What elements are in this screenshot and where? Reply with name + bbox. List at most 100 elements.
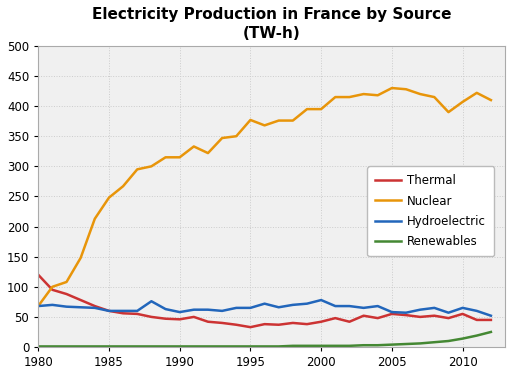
Thermal bbox=[219, 321, 225, 325]
Renewables bbox=[360, 343, 367, 347]
Hydroelectric bbox=[403, 311, 409, 315]
Renewables bbox=[177, 344, 183, 349]
Renewables bbox=[148, 344, 155, 349]
Thermal bbox=[417, 315, 423, 319]
Thermal bbox=[262, 322, 268, 326]
Hydroelectric bbox=[35, 304, 41, 308]
Hydroelectric bbox=[162, 307, 168, 311]
Line: Thermal: Thermal bbox=[38, 275, 491, 327]
Thermal bbox=[134, 312, 140, 316]
Nuclear bbox=[431, 95, 437, 99]
Hydroelectric bbox=[360, 306, 367, 310]
Renewables bbox=[205, 344, 211, 349]
Nuclear bbox=[318, 107, 324, 111]
Hydroelectric bbox=[120, 309, 126, 313]
Thermal bbox=[290, 321, 296, 325]
Nuclear bbox=[148, 164, 155, 168]
Renewables bbox=[318, 344, 324, 348]
Hydroelectric bbox=[49, 303, 55, 307]
Hydroelectric bbox=[219, 309, 225, 313]
Nuclear bbox=[35, 304, 41, 308]
Thermal bbox=[205, 320, 211, 324]
Renewables bbox=[417, 341, 423, 346]
Nuclear bbox=[191, 144, 197, 149]
Hydroelectric bbox=[177, 310, 183, 314]
Nuclear bbox=[360, 92, 367, 96]
Nuclear bbox=[417, 92, 423, 96]
Nuclear bbox=[134, 167, 140, 171]
Renewables bbox=[474, 334, 480, 338]
Renewables bbox=[460, 337, 466, 341]
Hydroelectric bbox=[389, 310, 395, 314]
Thermal bbox=[360, 314, 367, 318]
Thermal bbox=[332, 316, 338, 320]
Nuclear bbox=[474, 91, 480, 95]
Thermal bbox=[162, 317, 168, 321]
Title: Electricity Production in France by Source
(TW-h): Electricity Production in France by Sour… bbox=[92, 7, 452, 41]
Renewables bbox=[233, 344, 239, 349]
Legend: Thermal, Nuclear, Hydroelectric, Renewables: Thermal, Nuclear, Hydroelectric, Renewab… bbox=[367, 166, 495, 256]
Thermal bbox=[35, 273, 41, 277]
Hydroelectric bbox=[106, 309, 112, 313]
Nuclear bbox=[219, 136, 225, 140]
Thermal bbox=[233, 323, 239, 327]
Renewables bbox=[162, 344, 168, 349]
Hydroelectric bbox=[275, 305, 282, 309]
Line: Nuclear: Nuclear bbox=[38, 88, 491, 306]
Nuclear bbox=[247, 118, 253, 122]
Hydroelectric bbox=[148, 299, 155, 303]
Thermal bbox=[318, 320, 324, 324]
Thermal bbox=[247, 325, 253, 329]
Thermal bbox=[148, 315, 155, 319]
Hydroelectric bbox=[332, 304, 338, 308]
Nuclear bbox=[262, 123, 268, 127]
Nuclear bbox=[275, 118, 282, 123]
Renewables bbox=[431, 340, 437, 344]
Renewables bbox=[488, 330, 494, 334]
Renewables bbox=[191, 344, 197, 349]
Thermal bbox=[389, 312, 395, 316]
Nuclear bbox=[290, 118, 296, 123]
Hydroelectric bbox=[375, 304, 381, 308]
Renewables bbox=[304, 344, 310, 348]
Hydroelectric bbox=[318, 298, 324, 302]
Thermal bbox=[460, 312, 466, 316]
Thermal bbox=[488, 318, 494, 322]
Renewables bbox=[35, 344, 41, 349]
Renewables bbox=[290, 344, 296, 348]
Nuclear bbox=[106, 196, 112, 200]
Renewables bbox=[63, 344, 70, 349]
Hydroelectric bbox=[417, 308, 423, 312]
Renewables bbox=[219, 344, 225, 349]
Renewables bbox=[78, 344, 84, 349]
Hydroelectric bbox=[134, 309, 140, 313]
Hydroelectric bbox=[63, 305, 70, 309]
Hydroelectric bbox=[431, 306, 437, 310]
Thermal bbox=[445, 316, 452, 320]
Nuclear bbox=[233, 134, 239, 138]
Renewables bbox=[134, 344, 140, 349]
Hydroelectric bbox=[474, 309, 480, 313]
Renewables bbox=[49, 344, 55, 349]
Thermal bbox=[63, 292, 70, 296]
Hydroelectric bbox=[304, 302, 310, 306]
Renewables bbox=[247, 344, 253, 349]
Nuclear bbox=[445, 110, 452, 114]
Thermal bbox=[375, 316, 381, 320]
Line: Hydroelectric: Hydroelectric bbox=[38, 300, 491, 316]
Thermal bbox=[275, 323, 282, 327]
Hydroelectric bbox=[92, 306, 98, 310]
Nuclear bbox=[332, 95, 338, 99]
Renewables bbox=[275, 344, 282, 349]
Nuclear bbox=[460, 100, 466, 104]
Thermal bbox=[431, 314, 437, 318]
Nuclear bbox=[389, 86, 395, 90]
Thermal bbox=[304, 322, 310, 326]
Hydroelectric bbox=[233, 306, 239, 310]
Nuclear bbox=[177, 155, 183, 159]
Renewables bbox=[375, 343, 381, 347]
Nuclear bbox=[403, 87, 409, 91]
Hydroelectric bbox=[191, 308, 197, 312]
Line: Renewables: Renewables bbox=[38, 332, 491, 346]
Nuclear bbox=[63, 280, 70, 284]
